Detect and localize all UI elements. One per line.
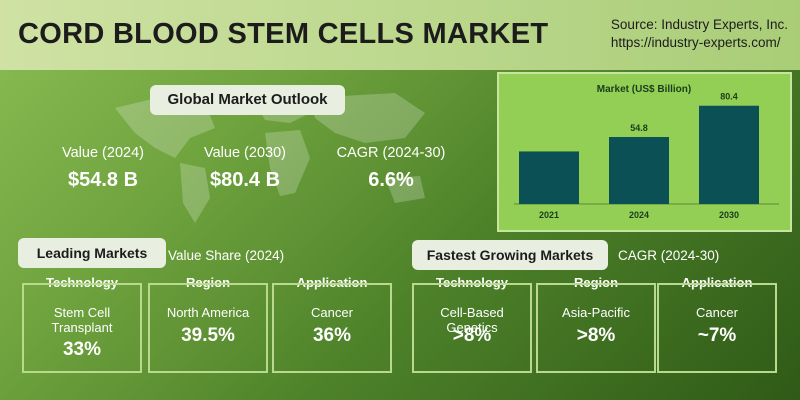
chart-title: Market (US$ Billion) xyxy=(597,84,691,95)
chart-tick-label: 2030 xyxy=(719,210,739,220)
box-value: 36% xyxy=(312,325,352,346)
leading-markets-pill: Leading Markets xyxy=(18,238,166,268)
chart-bar-2024 xyxy=(609,137,669,204)
source-line: Source: Industry Experts, Inc. xyxy=(610,17,788,32)
box-value: 33% xyxy=(62,339,102,360)
box-label: Cancer xyxy=(311,305,353,320)
source-url: https://industry-experts.com/ xyxy=(610,35,781,50)
leading-box-region: North America 39.5% xyxy=(148,283,268,373)
chart-data-label: 80.4 xyxy=(720,92,738,102)
metric-value: $80.4 B xyxy=(209,169,281,191)
leading-box-application: Cancer 36% xyxy=(272,283,392,373)
fastest-box-technology: Cell-Based Genetics >8% xyxy=(412,283,532,373)
chart-tick-label: 2021 xyxy=(539,210,559,220)
outlook-pill: Global Market Outlook xyxy=(150,85,345,115)
leading-box-technology: Stem Cell Transplant 33% xyxy=(22,283,142,373)
fastest-box-caption: Technology xyxy=(436,275,508,290)
market-bar-chart: Market (US$ Billion) 2021 2024 54.8 2030 80.4 xyxy=(514,84,779,220)
box-label: Cell-Based Genetics xyxy=(440,305,504,335)
chart-tick-label: 2024 xyxy=(629,210,649,220)
box-value: 39.5% xyxy=(181,325,235,346)
box-label: Asia-Pacific xyxy=(562,305,630,320)
metric-label: Value (2024) xyxy=(62,145,144,161)
box-label: North America xyxy=(166,305,250,320)
metric-value-2024: Value (2024) $54.8 B xyxy=(48,145,158,192)
box-label: Stem Cell Transplant xyxy=(51,305,113,335)
box-value: >8% xyxy=(452,325,492,346)
metric-label: CAGR (2024-30) xyxy=(336,145,446,161)
leading-box-caption: Application xyxy=(296,275,368,290)
fastest-subtitle: CAGR (2024-30) xyxy=(618,248,720,263)
box-value: ~7% xyxy=(697,325,737,346)
leading-box-caption: Region xyxy=(185,275,231,290)
metric-value: 6.6% xyxy=(368,169,414,191)
market-chart: Market (US$ Billion) 2021 2024 54.8 2030 80.4 xyxy=(497,72,792,232)
leading-box-caption: Technology xyxy=(46,275,118,290)
fastest-box-caption: Region xyxy=(573,275,619,290)
chart-bar-2021 xyxy=(519,151,579,204)
metric-label: Value (2030) xyxy=(204,145,286,161)
chart-bar-2030 xyxy=(699,105,759,204)
metric-cagr: CAGR (2024-30) 6.6% xyxy=(326,145,456,192)
fastest-box-application: Cancer ~7% xyxy=(657,283,777,373)
metric-value: $54.8 B xyxy=(67,169,139,191)
fastest-box-region: Asia-Pacific >8% xyxy=(536,283,656,373)
box-value: >8% xyxy=(576,325,616,346)
box-label: Cancer xyxy=(696,305,738,320)
metric-value-2030: Value (2030) $80.4 B xyxy=(190,145,300,192)
page-title: CORD BLOOD STEM CELLS MARKET xyxy=(18,18,549,50)
fastest-box-caption: Application xyxy=(681,275,753,290)
chart-data-label: 54.8 xyxy=(630,123,648,133)
leading-subtitle: Value Share (2024) xyxy=(168,248,285,263)
fastest-growing-pill: Fastest Growing Markets xyxy=(412,240,608,270)
source-credit: Source: Industry Experts, Inc. https://i… xyxy=(611,16,788,52)
header-band: CORD BLOOD STEM CELLS MARKET Source: Ind… xyxy=(0,0,800,70)
